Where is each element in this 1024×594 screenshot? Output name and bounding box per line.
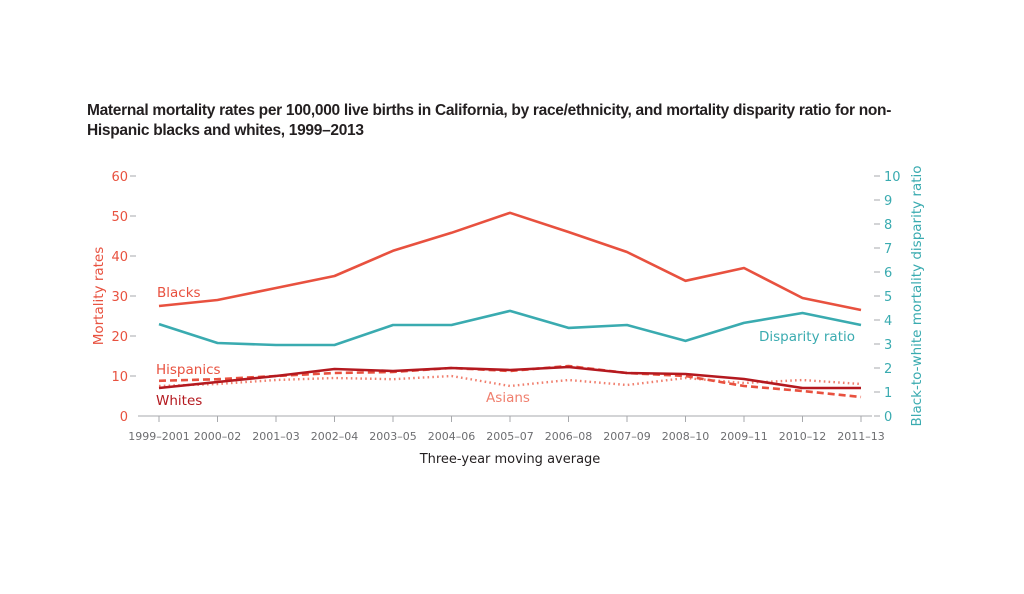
series-label-blacks: Blacks — [157, 285, 201, 301]
x-tick-label: 2007–09 — [603, 430, 651, 443]
x-tick-label: 2000–02 — [194, 430, 242, 443]
series-label-asians: Asians — [486, 390, 530, 406]
x-tick-label: 2004–06 — [428, 430, 476, 443]
x-tick-label: 2003–05 — [369, 430, 417, 443]
y-right-tick-label: 8 — [884, 218, 892, 233]
x-axis-title: Three-year moving average — [419, 452, 601, 467]
y-right-tick-label: 4 — [884, 314, 892, 329]
y-left-tick-label: 0 — [120, 410, 128, 425]
y-left-tick-label: 40 — [111, 250, 128, 265]
series-line-hispanics — [158, 364, 862, 399]
y-right-tick-label: 6 — [884, 266, 892, 281]
y-left-tick-label: 50 — [111, 210, 128, 225]
y-right-tick-label: 3 — [884, 338, 892, 353]
axes: 1999–2001 2000–02 2001–03 2002–04 2003–05 200… — [91, 165, 925, 467]
y-left-axis-title: Mortality rates — [91, 247, 107, 346]
y-left-tick-label: 10 — [111, 370, 128, 385]
y-right-tick-label: 2 — [884, 362, 892, 377]
y-right-tick-label: 5 — [884, 290, 892, 305]
series-label-disparity-ratio: Disparity ratio — [759, 329, 855, 345]
y-left-tick-label: 30 — [111, 290, 128, 305]
x-tick-label: 2010–12 — [779, 430, 827, 443]
x-tick-label: 2008–10 — [662, 430, 710, 443]
x-tick-label: 2006–08 — [545, 430, 593, 443]
y-left-tick-label: 60 — [111, 170, 128, 185]
y-right-tick-label: 10 — [884, 170, 901, 185]
x-tick-label: 2005–07 — [486, 430, 534, 443]
x-tick-label: 1999–2001 — [128, 430, 190, 443]
chart-title: Maternal mortality rates per 100,000 liv… — [87, 102, 892, 139]
y-left-tick-label: 20 — [111, 330, 128, 345]
series-line-disparity-ratio — [158, 309, 862, 347]
series-lines — [158, 211, 862, 399]
series-line-whites — [158, 365, 861, 390]
y-right-tick-label: 7 — [884, 242, 892, 257]
x-tick-label: 2009–11 — [720, 430, 768, 443]
x-tick-label: 2001–03 — [252, 430, 300, 443]
y-right-tick-label: 1 — [884, 386, 892, 401]
y-right-tick-label: 9 — [884, 194, 892, 209]
y-right-axis-title: Black-to-white mortality disparity ratio — [909, 165, 925, 426]
x-tick-label: 2002–04 — [311, 430, 359, 443]
series-label-hispanics: Hispanics — [156, 362, 221, 378]
series-label-whites: Whites — [156, 393, 202, 409]
x-tick-label: 2011–13 — [837, 430, 885, 443]
y-right-tick-label: 0 — [884, 410, 892, 425]
series-labels: Blacks Hispanics Whites Asians Disparity rat… — [156, 285, 855, 409]
series-line-blacks — [158, 211, 862, 312]
